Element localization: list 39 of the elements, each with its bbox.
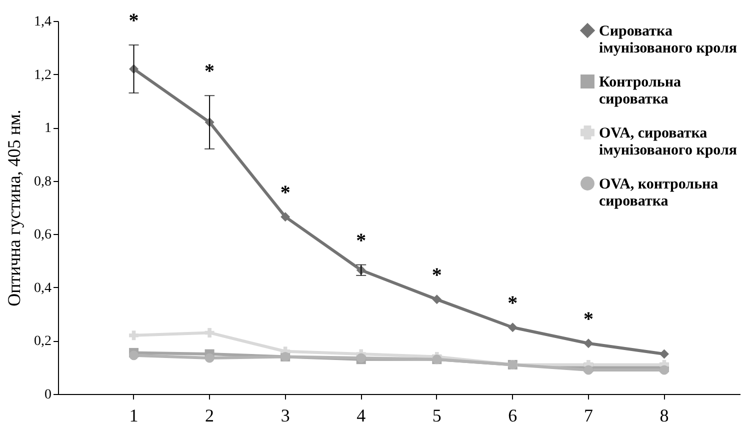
x-tick-label: 5 xyxy=(432,406,442,426)
annotation: * xyxy=(356,230,366,252)
x-tick-label: 7 xyxy=(584,406,593,426)
legend-label: Контрольна сироватка xyxy=(599,74,682,108)
x-tick-label: 2 xyxy=(205,406,214,426)
point xyxy=(659,349,669,359)
point xyxy=(280,212,290,222)
x-tick-label: 6 xyxy=(508,406,518,426)
x-tick-label: 3 xyxy=(280,406,290,426)
point xyxy=(129,350,139,360)
y-tick-label: 0,6 xyxy=(34,228,52,243)
point xyxy=(432,294,442,304)
point xyxy=(204,328,214,338)
x-tick-label: 8 xyxy=(660,406,669,426)
legend-label: Сироватка імунізованого кроля xyxy=(599,24,738,56)
y-tick-label: 0,2 xyxy=(34,334,52,350)
x-tick-label: 1 xyxy=(129,406,138,426)
legend-label: OVA, контрольна сироватка xyxy=(599,176,719,210)
point xyxy=(204,353,214,363)
legend-label: OVA, сироватка імунізованого кроля xyxy=(599,126,738,158)
annotation: * xyxy=(583,308,594,330)
point xyxy=(659,365,669,375)
y-axis-title: Оптична густина, 405 нм. xyxy=(4,110,24,306)
point xyxy=(129,330,139,340)
annotation: * xyxy=(204,60,215,83)
y-tick-label: 0,8 xyxy=(34,174,52,190)
annotation: * xyxy=(280,182,290,204)
y-tick-label: 1,4 xyxy=(34,14,52,30)
y-tick-label: 0,4 xyxy=(34,280,52,296)
point xyxy=(584,365,594,375)
annotation: * xyxy=(128,10,139,32)
y-tick-label: 1,2 xyxy=(34,68,52,83)
y-tick-label: 1 xyxy=(44,121,52,136)
annotation: * xyxy=(508,292,518,314)
annotation: * xyxy=(432,264,442,286)
point xyxy=(508,322,518,332)
y-tick-label: 0 xyxy=(44,388,52,402)
point xyxy=(584,338,594,348)
x-tick-label: 4 xyxy=(356,406,366,426)
